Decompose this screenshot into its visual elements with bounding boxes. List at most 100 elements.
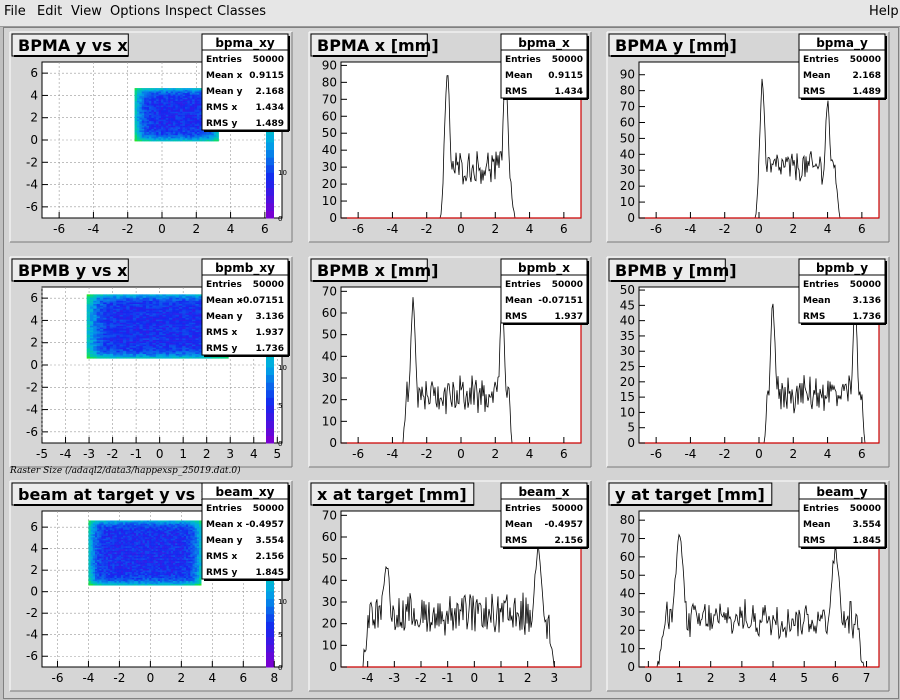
hist2d-bin: [138, 580, 141, 583]
hist2d-bin: [172, 302, 176, 305]
hist2d-bin: [134, 133, 138, 136]
hist2d-bin: [136, 311, 140, 314]
hist2d-bin: [151, 88, 155, 90]
hist2d-bin: [149, 577, 152, 580]
hist2d-bin: [149, 336, 153, 339]
hist2d-bin: [136, 583, 139, 586]
menu-view[interactable]: View: [71, 4, 102, 19]
x-tick-label: -4: [386, 447, 398, 461]
hist2d-bin: [182, 116, 186, 119]
hist2d-bin: [162, 574, 165, 577]
hist2d-bin: [151, 123, 155, 126]
hist2d-bin: [153, 573, 156, 575]
menu-file[interactable]: File: [4, 4, 26, 19]
hist2d-bin: [94, 544, 98, 547]
hist2d-bin: [163, 123, 167, 126]
hist2d-bin: [184, 114, 188, 117]
hist2d-bin: [151, 567, 154, 569]
hist2d-bin: [107, 571, 111, 574]
hist2d-bin: [189, 122, 193, 125]
hist2d-bin: [155, 544, 159, 547]
hist2d-bin: [184, 113, 188, 115]
hist2d-bin: [116, 553, 120, 556]
hist2d-bin: [196, 137, 200, 140]
y-tick-label: -4: [26, 178, 38, 192]
hist2d-bin: [155, 546, 159, 548]
hist2d-bin: [170, 120, 174, 123]
hist2d-bin: [156, 92, 159, 95]
hist2d-bin: [90, 314, 94, 317]
hist2d-bin: [131, 582, 135, 585]
hist2d-bin: [146, 123, 150, 126]
hist2d-bin: [99, 319, 104, 322]
hist2d-bin: [126, 311, 130, 314]
hist2d-bin: [170, 94, 174, 97]
hist2d-bin: [159, 524, 163, 527]
hist2d-bin: [90, 355, 94, 358]
hist2d-bin: [138, 568, 141, 571]
hist2d-bin: [146, 544, 150, 547]
hist2d-bin: [184, 92, 188, 95]
hist2d-bin: [126, 352, 130, 354]
hist2d-bin: [123, 550, 126, 553]
hist2d-bin: [109, 302, 114, 305]
hist2d-bin: [155, 299, 160, 301]
hist2d-bin: [109, 299, 114, 301]
hist2d-bin: [136, 117, 140, 120]
hist2d-bin: [151, 535, 154, 538]
hist2d-bin: [187, 94, 191, 97]
hist2d-bin: [112, 541, 115, 544]
menu-help[interactable]: Help: [869, 4, 899, 19]
hist2d-bin: [155, 583, 159, 586]
hist2d-bin: [192, 314, 196, 317]
hist2d-bin: [131, 570, 135, 572]
hist2d-bin: [127, 529, 130, 532]
hist2d-bin: [93, 297, 97, 300]
hist2d-bin: [129, 341, 134, 344]
hist2d-bin: [144, 103, 147, 106]
menu-options[interactable]: Options: [110, 4, 161, 19]
hist2d-bin: [178, 316, 183, 319]
hist2d-bin: [169, 319, 173, 322]
hist2d-bin: [151, 523, 154, 526]
hist2d-bin: [148, 128, 152, 131]
hist2d-bin: [178, 342, 183, 345]
hist2d-bin: [120, 571, 124, 574]
hist2d-bin: [184, 130, 188, 133]
hist2d-bin: [182, 108, 186, 111]
hist2d-bin: [129, 355, 134, 358]
hist2d-bin: [192, 122, 195, 125]
hist2d-bin: [96, 303, 101, 306]
menu-edit[interactable]: Edit: [37, 4, 63, 19]
hist2d-bin: [139, 92, 143, 95]
hist2d-bin: [170, 114, 174, 117]
hist2d-bin: [149, 345, 153, 348]
hist2d-bin: [116, 306, 120, 309]
menu-inspect[interactable]: Inspect: [165, 4, 213, 19]
hist2d-bin: [103, 546, 107, 548]
hist2d-bin: [153, 103, 157, 106]
hist2d-bin: [177, 94, 181, 97]
menu-classes[interactable]: Classes: [217, 4, 266, 19]
hist2d-bin: [175, 334, 180, 337]
hist2d-bin: [152, 356, 157, 359]
hist2d-bin: [155, 330, 160, 333]
hist2d-bin: [138, 561, 141, 563]
hist2d-bin: [138, 549, 141, 551]
hist2d-bin: [107, 544, 111, 547]
hist2d-bin: [175, 108, 179, 111]
hist2d-bin: [88, 571, 91, 574]
y-tick-label: -6: [26, 425, 38, 439]
hist2d-bin: [131, 561, 135, 563]
hist2d-bin: [196, 105, 200, 108]
hist2d-bin: [148, 116, 152, 119]
hist2d-bin: [192, 348, 196, 351]
